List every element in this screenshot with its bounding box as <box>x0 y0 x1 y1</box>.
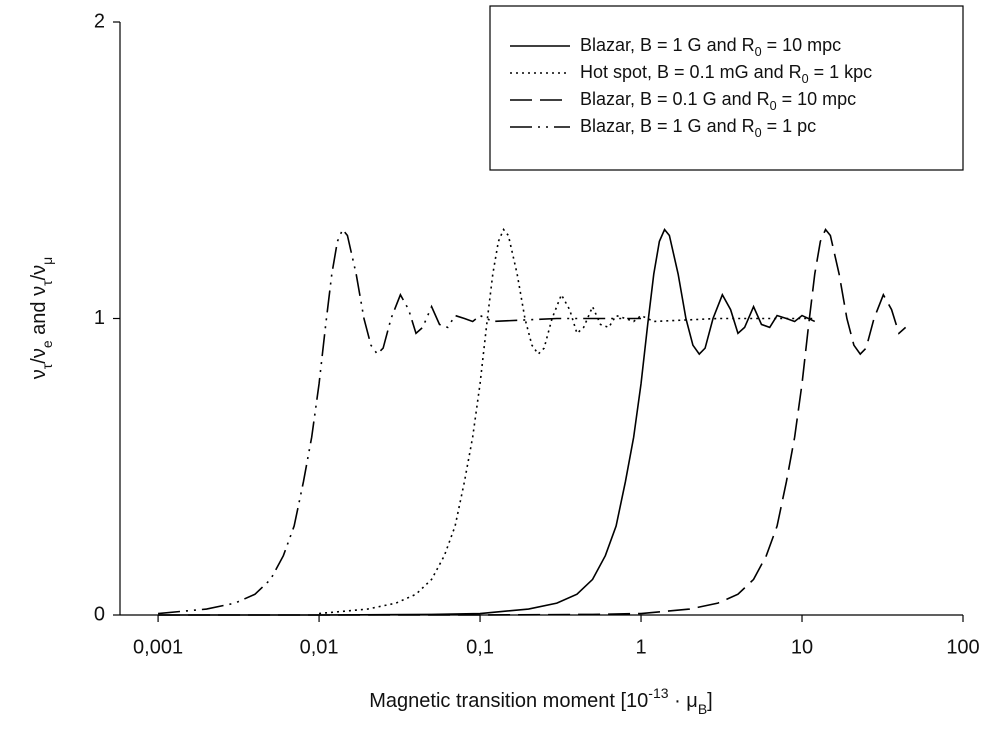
label-part: 0 <box>755 126 762 140</box>
label-part: · μ <box>669 690 698 712</box>
x-tick-label: 0,001 <box>133 636 183 658</box>
label-part: ν <box>28 369 50 379</box>
legend-label: Blazar, B = 1 G and R0 = 1 pc <box>580 116 816 141</box>
x-tick-label: 1 <box>635 636 646 658</box>
label-part: = 10 mpc <box>777 89 857 109</box>
label-part: = 1 pc <box>762 116 817 136</box>
label-part: /ν <box>28 348 50 364</box>
legend-label: Hot spot, B = 0.1 mG and R0 = 1 kpc <box>580 62 872 87</box>
label-part: Magnetic transition moment [10 <box>369 690 648 712</box>
label-part: Blazar, B = 0.1 G and R <box>580 89 770 109</box>
x-tick-label: 0,01 <box>300 636 339 658</box>
label-part: μ <box>39 257 55 265</box>
series-line <box>158 228 642 615</box>
x-tick-label: 10 <box>791 636 813 658</box>
series-line <box>158 228 816 616</box>
y-axis-label: ντ/νe and ντ/νμ <box>28 257 54 380</box>
series-line <box>318 228 815 615</box>
label-part: and ν <box>28 286 50 340</box>
label-part: = 1 kpc <box>809 62 873 82</box>
y-tick-label: 1 <box>94 307 105 329</box>
label-part: Blazar, B = 1 G and R <box>580 116 755 136</box>
label-part: 0 <box>770 99 777 113</box>
legend-box <box>489 5 964 171</box>
x-tick-label: 0,1 <box>466 636 494 658</box>
label-part: /ν <box>28 265 50 281</box>
label-part: τ <box>39 363 55 369</box>
label-part: τ <box>39 280 55 286</box>
label-part: 0 <box>802 72 809 86</box>
legend-label: Blazar, B = 0.1 G and R0 = 10 mpc <box>580 89 856 114</box>
y-tick-label: 0 <box>94 603 105 625</box>
x-tick-label: 100 <box>946 636 979 658</box>
label-part: B <box>698 701 707 717</box>
label-part: ] <box>707 690 713 712</box>
series-line <box>158 228 907 616</box>
label-part: Blazar, B = 1 G and R <box>580 35 755 55</box>
legend-label: Blazar, B = 1 G and R0 = 10 mpc <box>580 35 841 60</box>
label-part: = 10 mpc <box>762 35 842 55</box>
label-part: -13 <box>648 685 668 701</box>
label-part: e <box>39 340 55 348</box>
y-tick-label: 2 <box>94 10 105 32</box>
x-axis-label: Magnetic transition moment [10-13 · μB] <box>369 685 712 717</box>
label-part: Hot spot, B = 0.1 mG and R <box>580 62 802 82</box>
label-part: 0 <box>755 45 762 59</box>
